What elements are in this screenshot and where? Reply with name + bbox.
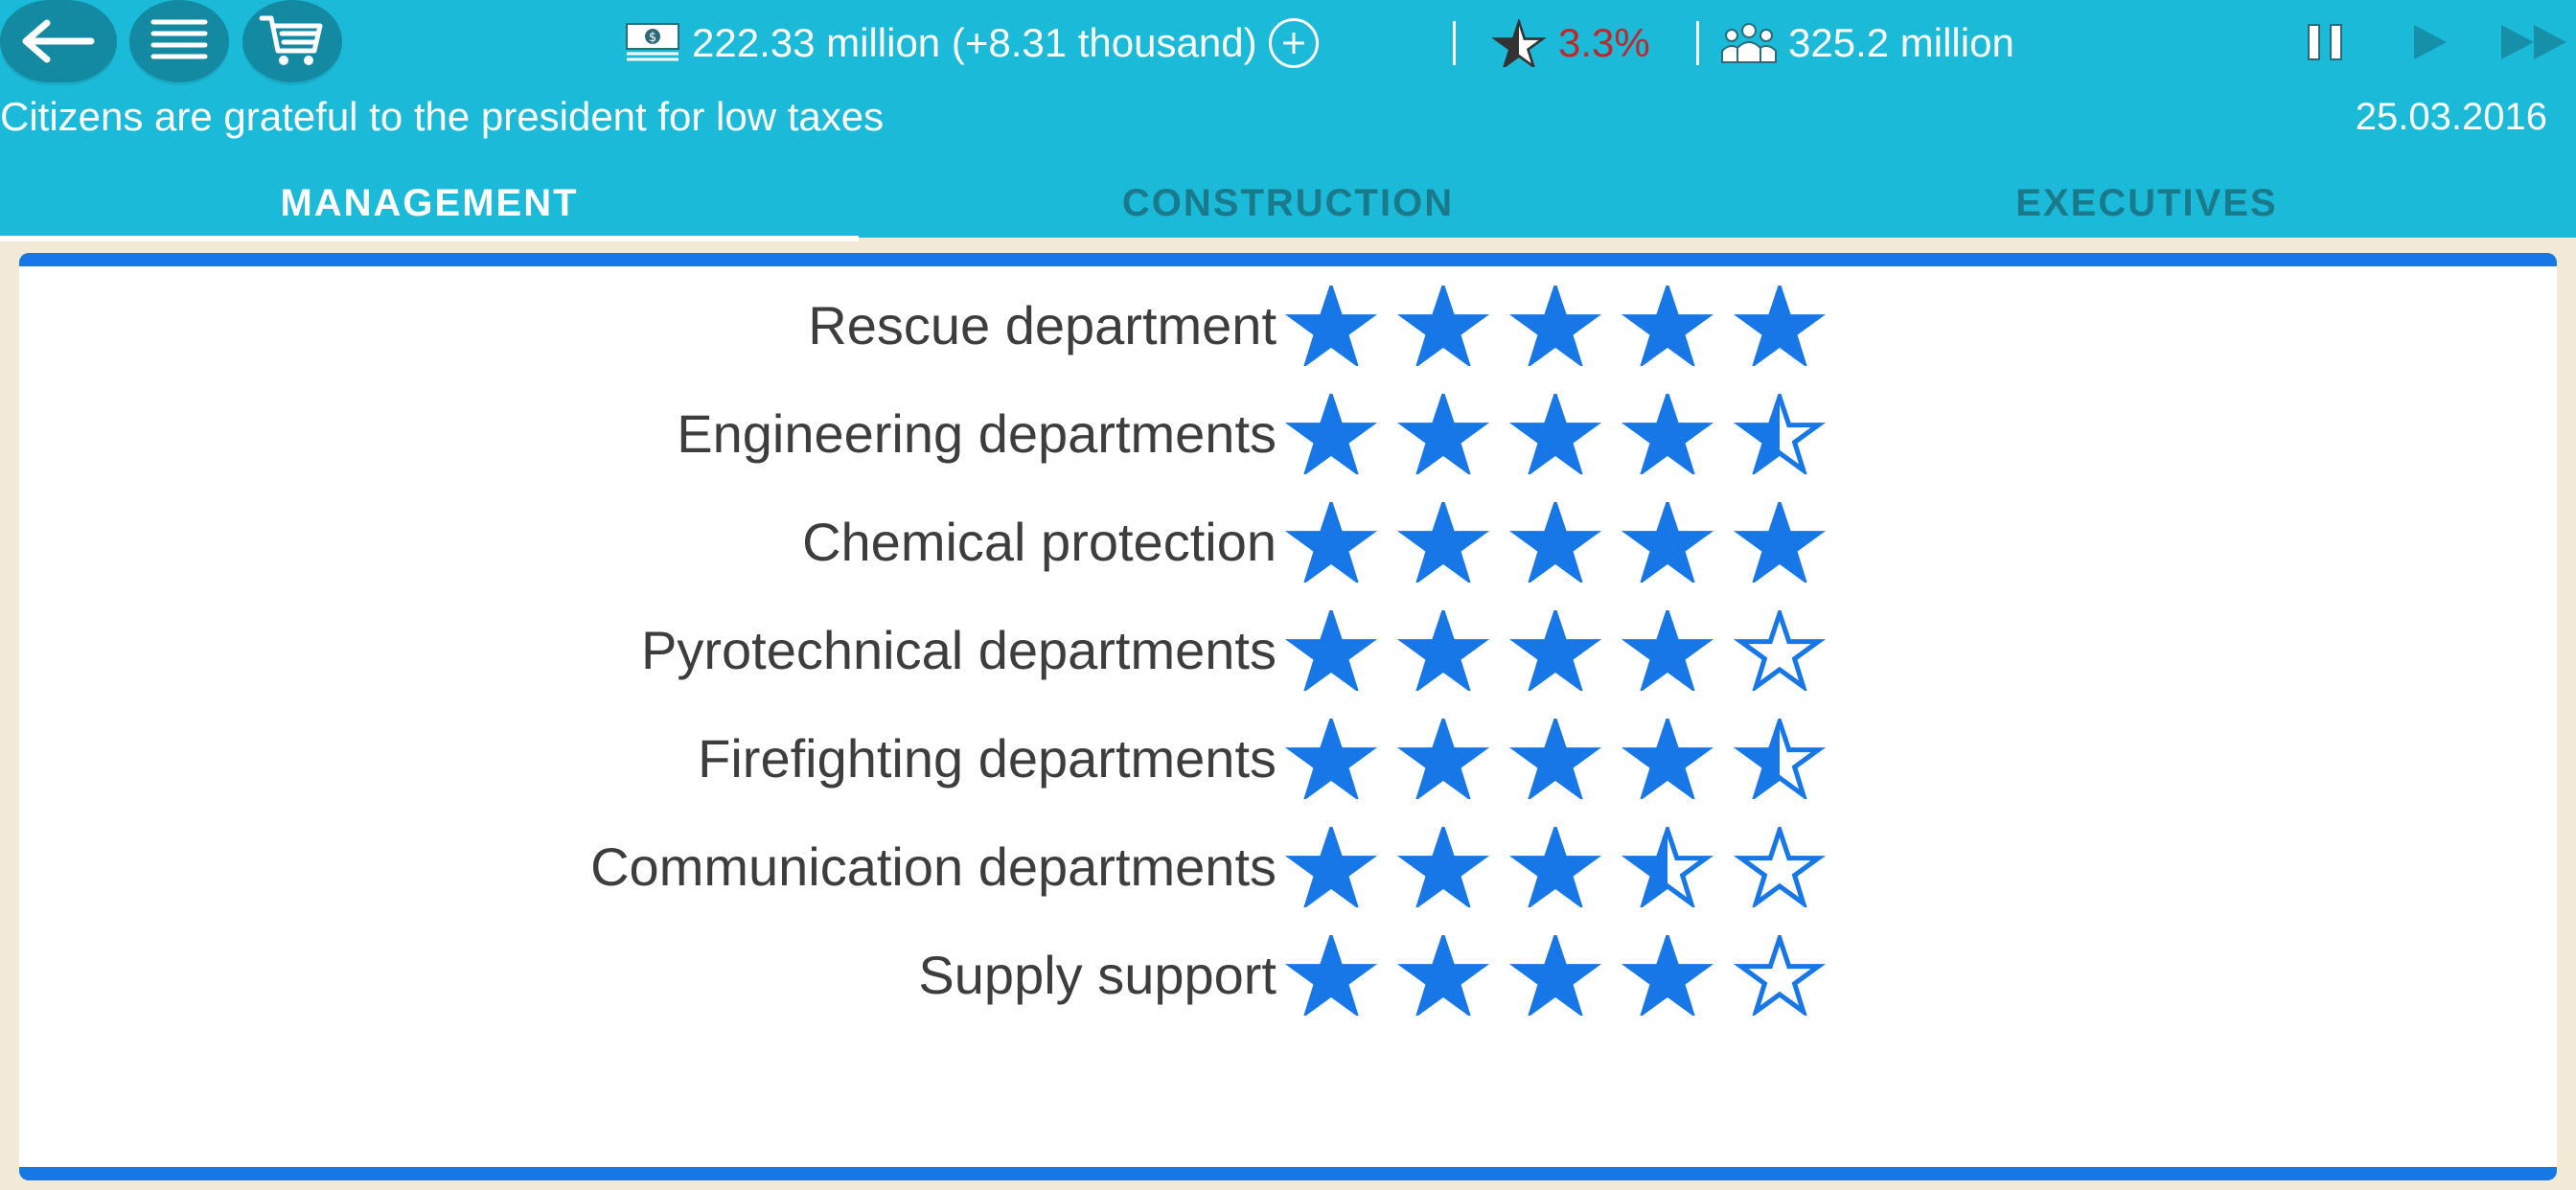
star-full-icon [1508, 827, 1602, 907]
play-button[interactable] [2405, 17, 2453, 67]
star-full-icon [1284, 827, 1378, 907]
list-icon [150, 19, 208, 59]
department-row: Supply support [19, 922, 2557, 1029]
star-full-icon [1621, 502, 1714, 583]
department-row: Pyrotechnical departments [19, 597, 2557, 704]
game-date: 25.03.2016 [2355, 96, 2547, 138]
department-name: Chemical protection [802, 512, 1276, 572]
star-rating [1284, 502, 1845, 583]
play-icon [2414, 25, 2447, 59]
star-full-icon [1396, 286, 1490, 366]
rating-value: 3.3% [1558, 20, 1650, 65]
star-full-icon [1396, 935, 1490, 1016]
panel-top-border [19, 253, 2557, 266]
star-rating [1284, 610, 1845, 691]
star-full-icon [1508, 935, 1602, 1016]
star-half-icon [1733, 719, 1827, 799]
department-name: Supply support [918, 945, 1276, 1005]
panel-bottom-border [19, 1167, 2557, 1180]
menu-button[interactable] [129, 0, 229, 82]
news-ticker: Citizens are grateful to the president f… [0, 94, 885, 139]
star-full-icon [1621, 610, 1714, 691]
banknote-icon: $ [626, 23, 679, 61]
active-tab-indicator [0, 236, 859, 241]
star-full-icon [1284, 935, 1378, 1016]
departments-panel: Rescue department Engineering department… [19, 253, 2557, 1180]
star-full-icon [1621, 394, 1714, 474]
department-name: Engineering departments [677, 403, 1276, 464]
star-rating [1284, 827, 1845, 907]
star-full-icon [1508, 610, 1602, 691]
fast-forward-button[interactable] [2496, 17, 2572, 67]
pause-icon [2308, 24, 2342, 60]
star-full-icon [1396, 719, 1490, 799]
pause-button[interactable] [2304, 17, 2346, 67]
star-full-icon [1508, 502, 1602, 583]
separator [1453, 21, 1456, 65]
department-row: Rescue department [19, 272, 2557, 379]
star-empty-icon [1733, 827, 1827, 907]
department-row: Communication departments [19, 813, 2557, 921]
department-row: Firefighting departments [19, 705, 2557, 812]
star-full-icon [1733, 286, 1827, 366]
svg-text:$: $ [649, 31, 656, 45]
star-full-icon [1508, 286, 1602, 366]
population-stat: 325.2 million [1719, 15, 2014, 71]
department-name: Communication departments [590, 836, 1276, 897]
star-full-icon [1396, 610, 1490, 691]
star-rating [1284, 719, 1845, 799]
population-value: 325.2 million [1788, 20, 2014, 65]
star-rating [1284, 935, 1845, 1016]
shop-button[interactable] [242, 0, 342, 82]
star-full-icon [1284, 286, 1378, 366]
star-full-icon [1508, 719, 1602, 799]
money-value: 222.33 million (+8.31 thousand) [692, 20, 1257, 65]
department-name: Rescue department [808, 295, 1276, 355]
top-bar: $ 222.33 million (+8.31 thousand) 3.3% 3… [0, 0, 2576, 241]
star-full-icon [1508, 394, 1602, 474]
plus-circle-icon [1282, 33, 1304, 54]
department-name: Pyrotechnical departments [640, 620, 1276, 680]
department-name: Firefighting departments [698, 728, 1276, 789]
star-rating-icon [1491, 19, 1547, 67]
star-half-icon [1733, 394, 1827, 474]
back-button[interactable] [0, 0, 117, 82]
fast-forward-icon [2501, 25, 2566, 59]
star-empty-icon [1733, 935, 1827, 1016]
people-icon [1721, 23, 1777, 63]
tab-construction[interactable]: CONSTRUCTION [1121, 181, 1455, 224]
star-empty-icon [1733, 610, 1827, 691]
star-full-icon [1284, 610, 1378, 691]
department-row: Chemical protection [19, 489, 2557, 596]
star-full-icon [1621, 719, 1714, 799]
star-full-icon [1284, 719, 1378, 799]
tab-executives[interactable]: EXECUTIVES [2015, 181, 2278, 224]
add-money-button[interactable] [1268, 18, 1319, 68]
star-full-icon [1396, 502, 1490, 583]
star-full-icon [1621, 935, 1714, 1016]
star-full-icon [1396, 394, 1490, 474]
star-full-icon [1284, 394, 1378, 474]
separator [1696, 21, 1699, 65]
star-full-icon [1733, 502, 1827, 583]
rating-stat: 3.3% [1491, 15, 1650, 71]
star-rating [1284, 394, 1845, 474]
department-row: Engineering departments [19, 380, 2557, 488]
tab-management[interactable]: MANAGEMENT [280, 181, 579, 224]
arrow-left-icon [22, 19, 95, 63]
star-half-icon [1621, 827, 1714, 907]
star-full-icon [1621, 286, 1714, 366]
star-rating [1284, 286, 1845, 366]
star-full-icon [1396, 827, 1490, 907]
money-stat: $ 222.33 million (+8.31 thousand) [625, 15, 1319, 71]
cart-icon [259, 15, 323, 65]
star-full-icon [1284, 502, 1378, 583]
